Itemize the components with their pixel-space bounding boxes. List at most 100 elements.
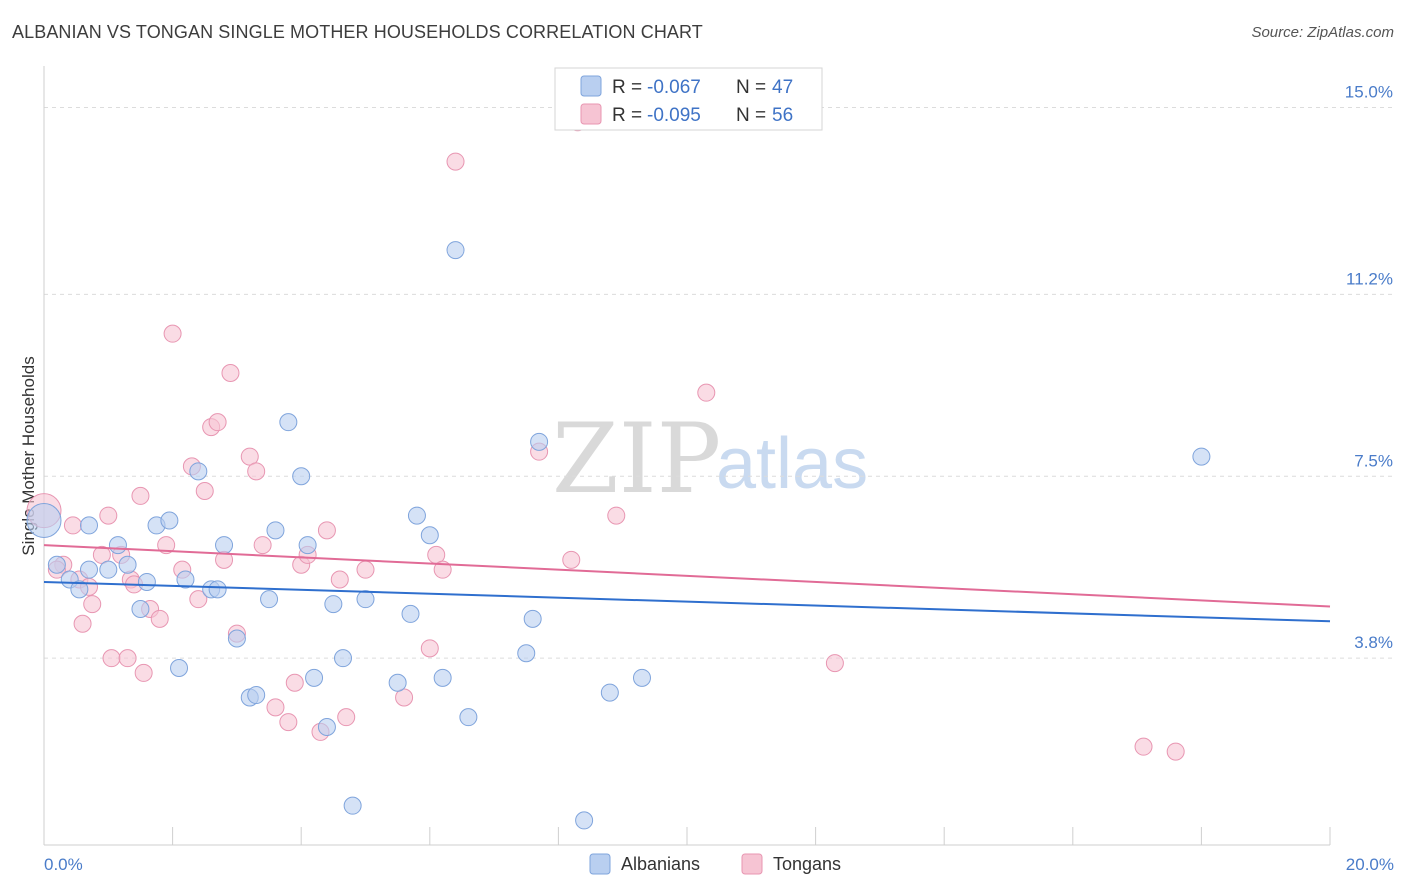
- y-tick-labels: 3.8% 7.5% 11.2% 15.0%: [1345, 83, 1393, 653]
- albanian-point: [260, 590, 279, 609]
- albanian-point: [99, 560, 118, 579]
- albanian-point: [215, 536, 234, 555]
- albanian-point: [279, 413, 298, 432]
- bottom-legend-albanians: Albanians: [621, 854, 700, 874]
- tongan-point: [208, 413, 227, 432]
- albanian-point: [227, 629, 246, 648]
- legend-n-value-tongans: 56: [772, 105, 793, 126]
- albanian-point: [292, 467, 311, 486]
- tongan-point: [157, 536, 176, 555]
- bottom-legend-swatch-tongans: [741, 853, 763, 875]
- albanian-point: [80, 516, 99, 535]
- tongan-trend-line: [43, 544, 1331, 608]
- points-albanians: [26, 241, 1211, 830]
- albanian-point: [160, 511, 179, 530]
- albanian-point: [575, 811, 594, 830]
- tongan-point: [562, 550, 581, 569]
- bottom-legend: Albanians Tongans: [589, 853, 841, 875]
- albanian-point: [118, 555, 137, 574]
- albanian-point: [632, 668, 651, 687]
- albanian-point: [266, 521, 285, 540]
- x-tick-label-min: 0.0%: [44, 855, 83, 874]
- albanian-point: [459, 708, 478, 727]
- legend-r-value-albanians: -0.067: [647, 77, 701, 98]
- chart-source: Source: ZipAtlas.com: [1251, 24, 1394, 41]
- tongan-point: [83, 595, 102, 614]
- y-tick-label: 3.8%: [1354, 633, 1393, 652]
- bottom-legend-swatch-albanians: [589, 853, 611, 875]
- legend-r-value-tongans: -0.095: [647, 105, 701, 126]
- tongan-point: [266, 698, 285, 717]
- y-tick-label: 7.5%: [1354, 451, 1393, 470]
- albanian-point: [401, 604, 420, 623]
- albanian-point: [420, 526, 439, 545]
- tongan-point: [697, 383, 716, 402]
- tongan-point: [99, 506, 118, 525]
- albanian-point: [137, 572, 156, 591]
- tongan-point: [279, 713, 298, 732]
- albanian-point: [317, 718, 336, 736]
- tongan-point: [356, 560, 375, 579]
- legend-n-value-albanians: 47: [772, 77, 793, 98]
- tongan-point: [825, 654, 844, 673]
- tongan-point: [1166, 742, 1185, 761]
- tongan-point: [253, 536, 272, 555]
- albanian-point: [189, 462, 208, 481]
- albanian-point: [80, 560, 99, 579]
- albanian-point: [176, 570, 195, 589]
- tongan-point: [420, 639, 439, 658]
- albanian-point: [70, 580, 89, 599]
- bottom-legend-tongans: Tongans: [773, 854, 841, 874]
- tongan-point: [73, 614, 92, 633]
- albanian-point: [388, 673, 407, 692]
- chart-title: ALBANIAN VS TONGAN SINGLE MOTHER HOUSEHO…: [12, 22, 703, 42]
- tongan-point: [285, 673, 304, 692]
- tongan-point: [163, 324, 182, 343]
- tongan-point: [446, 152, 465, 171]
- legend: R = -0.067 N = 47 R = -0.095 N = 56: [554, 67, 823, 131]
- albanian-point: [170, 659, 189, 677]
- albanian-point: [108, 536, 127, 555]
- tongan-point: [102, 649, 121, 668]
- tongan-point: [433, 560, 452, 579]
- albanian-point: [298, 536, 317, 555]
- albanian-point: [530, 432, 549, 451]
- albanian-point: [446, 241, 465, 260]
- trend-lines: [43, 544, 1331, 623]
- tongan-point: [131, 486, 150, 505]
- tongan-point: [337, 708, 356, 727]
- watermark-zip: ZIP: [552, 403, 721, 515]
- legend-n-label: N =: [736, 105, 766, 126]
- legend-r-label: R =: [612, 105, 642, 126]
- albanian-point: [208, 580, 227, 599]
- tongan-point: [247, 462, 266, 481]
- tongan-point: [150, 609, 169, 628]
- albanian-point: [247, 686, 266, 705]
- albanian-trend-line: [43, 580, 1331, 623]
- tongan-point: [330, 570, 349, 589]
- legend-swatch-tongans: [580, 103, 602, 125]
- albanian-point: [324, 595, 343, 614]
- y-tick-label: 11.2%: [1346, 269, 1393, 288]
- albanian-point: [600, 683, 619, 702]
- albanian-point: [523, 609, 542, 628]
- albanian-point: [333, 649, 352, 668]
- tongan-point: [63, 516, 82, 535]
- albanian-point: [305, 668, 324, 687]
- watermark-atlas: atlas: [716, 424, 868, 504]
- albanian-point: [433, 668, 452, 687]
- axes: [43, 66, 1331, 846]
- x-tick-labels: 0.0% 20.0%: [44, 855, 1394, 874]
- tongan-point: [221, 364, 240, 382]
- albanian-point: [343, 796, 362, 815]
- tongan-point: [317, 521, 336, 540]
- legend-r-label: R =: [612, 77, 642, 98]
- tongan-point: [118, 649, 137, 668]
- legend-n-label: N =: [736, 77, 766, 98]
- albanian-point: [407, 506, 426, 525]
- watermark: ZIP atlas: [552, 403, 868, 515]
- albanian-point: [517, 644, 536, 663]
- legend-swatch-albanians: [580, 75, 602, 97]
- points-tongans: [26, 113, 1185, 761]
